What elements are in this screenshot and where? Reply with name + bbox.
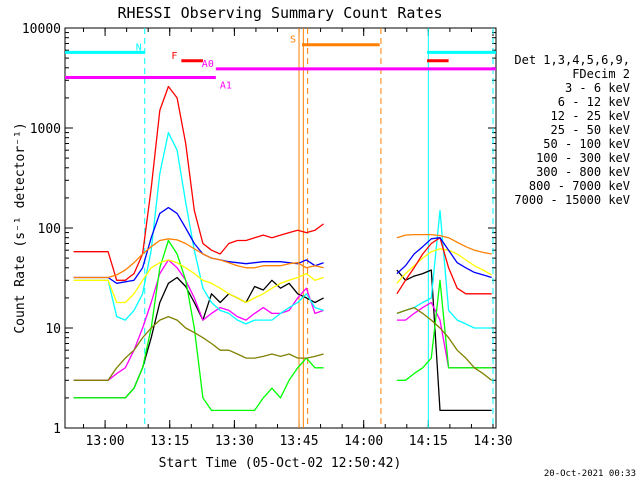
legend-entry-label: 7000 - 15000 keV [514, 193, 630, 207]
flag-label-n: N [136, 42, 142, 53]
x-tick-label: 13:30 [215, 434, 254, 449]
series-line-50-100-kev-after-gap [396, 248, 493, 284]
y-tick-label: 10 [45, 322, 61, 337]
legend-entry-label: 3 - 6 keV [565, 81, 630, 95]
plot-frame [64, 27, 497, 429]
series-line-100-300-kev [73, 85, 324, 281]
x-tick-label: 14:30 [473, 434, 512, 449]
data-series [73, 85, 493, 412]
x-axis-label: Start Time (05-Oct-02 12:50:42) [159, 456, 402, 471]
series-line-7000-15000-kev-after-gap [396, 306, 493, 381]
series-line-6-12-kev [73, 259, 324, 381]
series-line-100-300-kev-after-gap [396, 237, 492, 295]
x-axis: 13:00 13:15 13:30 13:45 14:00 14:15 14:30 [83, 28, 513, 449]
legend-entry-label: 25 - 50 keV [551, 123, 630, 137]
series-line-7000-15000-kev [73, 315, 324, 381]
x-tick-label: 14:00 [344, 434, 383, 449]
x-tick-label: 13:45 [279, 434, 318, 449]
series-line-800-7000-kev [73, 238, 324, 279]
legend-entry-label: 12 - 25 keV [551, 109, 630, 123]
series-line-50-100-kev [73, 259, 324, 304]
flag-label-f: F [171, 51, 177, 62]
generation-timestamp: 20-Oct-2021 00:33 [544, 469, 636, 479]
legend-entry-label: 100 - 300 keV [536, 151, 630, 165]
legend-entry-label: 50 - 100 keV [543, 137, 630, 151]
legend-entry-label: 800 - 7000 keV [529, 179, 630, 193]
flag-bars: N F S A0 A1 [65, 35, 496, 91]
x-tick-label: 13:15 [150, 434, 189, 449]
series-line-6-12-kev-after-gap [396, 301, 492, 369]
legend-entry-label: 6 - 12 keV [558, 95, 630, 109]
flag-label-s: S [290, 35, 296, 46]
legend-header-line-2: FDecim 2 [572, 67, 630, 81]
x-tick-label: 14:15 [409, 434, 448, 449]
x-tick-label: 13:00 [86, 434, 125, 449]
y-axis: 1 10 100 1000 10000 [22, 22, 496, 437]
y-axis-label: Count Rate (s⁻¹ detector⁻¹) [13, 122, 28, 333]
series-line-300-800-kev-after-gap [396, 237, 492, 279]
series-line-12-25-kev [73, 239, 324, 412]
series-line-3-6-kev-after-gap [396, 269, 492, 412]
y-tick-label: 100 [38, 222, 61, 237]
series-line-12-25-kev-after-gap [396, 279, 492, 381]
y-tick-label: 1000 [30, 122, 61, 137]
flag-label-a1: A1 [220, 80, 232, 91]
chart-title: RHESSI Observing Summary Count Rates [117, 4, 442, 22]
series-line-25-50-kev [73, 131, 324, 325]
y-tick-label: 10000 [22, 22, 61, 37]
series-line-800-7000-kev-after-gap [396, 233, 492, 255]
y-tick-label: 1 [53, 422, 61, 437]
flag-label-a0: A0 [202, 59, 214, 70]
legend-entry-label: 300 - 800 keV [536, 165, 630, 179]
legend-header-line-1: Det 1,3,4,5,6,9, [514, 53, 630, 67]
